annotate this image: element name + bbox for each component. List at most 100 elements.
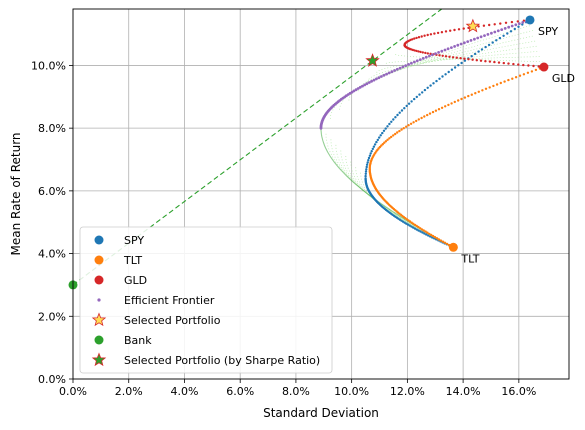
spy-tlt-portfolio-point [480, 48, 484, 51]
cloud-strand-lower [360, 172, 454, 248]
spy-tlt-portfolio-point [365, 163, 369, 166]
tlt-gld-portfolio-point [453, 100, 456, 104]
tlt-gld-portfolio-point [522, 73, 526, 76]
spy-gld-portfolio-point [449, 29, 452, 32]
efficient-frontier-point [418, 58, 422, 61]
spy-gld-portfolio-point [440, 31, 444, 34]
spy-tlt-portfolio-point [421, 91, 424, 94]
spy-tlt-portfolio-point [398, 111, 401, 114]
spy-gld-portfolio-point [479, 59, 483, 62]
spy-gld-portfolio-point [413, 37, 416, 40]
tlt-gld-portfolio-point [503, 80, 506, 83]
spy-tlt-portfolio-point [364, 177, 367, 180]
tlt-gld-portfolio-point [443, 241, 447, 244]
spy-tlt-portfolio-point [509, 30, 513, 33]
sharpe-portfolio-marker [365, 53, 380, 67]
efficient-frontier-point [500, 28, 504, 31]
efficient-frontier-point [443, 48, 447, 52]
spy-gld-portfolio-point [451, 56, 455, 59]
legend-entry-label: Efficient Frontier [124, 294, 215, 307]
spy-gld-portfolio-point [527, 64, 530, 67]
spy-gld-portfolio-point [455, 56, 458, 59]
spy-tlt-portfolio-point [435, 79, 438, 83]
legend-box [79, 226, 333, 374]
efficient-frontier-point [380, 75, 383, 78]
spy-gld-portfolio-point [488, 23, 491, 27]
efficient-frontier-point [453, 45, 456, 48]
spy-gld-portfolio-point [467, 58, 470, 61]
efficient-frontier-point [428, 54, 431, 58]
spy-gld-portfolio-point [420, 35, 423, 38]
spy-tlt-portfolio-point [498, 36, 502, 40]
selected-portfolio-marker [465, 18, 481, 33]
spy-tlt-portfolio-point [368, 154, 372, 157]
legend-entry-label: Selected Portfolio [124, 314, 221, 327]
x-tick-label: 10.0% [334, 385, 369, 398]
efficient-frontier-point [440, 49, 444, 53]
cloud-strand-upper [395, 54, 543, 63]
spy-tlt-portfolio-point [364, 170, 368, 173]
spy-tlt-portfolio-point [369, 152, 372, 155]
spy-gld-portfolio-point [438, 54, 441, 57]
efficient-frontier-point [493, 30, 497, 34]
legend-entry-label: Selected Portfolio (by Sharpe Ratio) [124, 354, 320, 367]
spy-tlt-portfolio-point [513, 27, 516, 31]
tlt-gld-portfolio-point [488, 86, 491, 89]
efficient-frontier-point [367, 81, 371, 84]
tlt-gld-portfolio-point [419, 227, 422, 230]
tlt-gld-portfolio-point [484, 87, 488, 91]
efficient-frontier-point [415, 59, 419, 63]
legend-frontier-swatch [97, 298, 101, 302]
tlt-gld-portfolio-point [405, 125, 408, 128]
plot-frame [72, 8, 570, 380]
spy-tlt-portfolio-point [470, 55, 473, 58]
tlt-gld-portfolio-point [430, 233, 433, 237]
tlt-gld-portfolio-point [470, 93, 473, 96]
tlt-gld-portfolio-point [474, 92, 477, 95]
spy-gld-portfolio-point [537, 65, 540, 68]
x-tick-label: 2.0% [115, 385, 143, 398]
spy-tlt-portfolio-point [423, 232, 426, 235]
spy-gld-portfolio-point [423, 34, 426, 37]
tlt-gld-portfolio-point [428, 112, 432, 115]
efficient-frontier-point [372, 78, 376, 82]
efficient-frontier-point [365, 82, 369, 86]
gld-annotation: GLD [552, 72, 575, 85]
tlt-gld-portfolio-point [410, 221, 413, 224]
efficient-frontier-point [456, 43, 460, 47]
spy-tlt-portfolio-point [506, 32, 509, 35]
spy-gld-portfolio-point [429, 33, 433, 36]
legend-entry-label: TLT [123, 254, 142, 267]
spy-tlt-portfolio-point [370, 150, 373, 153]
tlt-gld-portfolio-point [384, 140, 388, 143]
efficient-frontier-point [483, 34, 486, 37]
spy-tlt-portfolio-point [495, 39, 498, 42]
spy-tlt-portfolio-point [417, 229, 420, 232]
tlt-gld-portfolio-point [534, 68, 538, 72]
spy-tlt-portfolio-point [473, 52, 477, 56]
axes-frame [72, 8, 570, 380]
spy-gld-portfolio-point [502, 61, 505, 65]
tlt-gld-portfolio-point [415, 119, 418, 123]
efficient-frontier-point [434, 52, 437, 55]
spy-tlt-portfolio-point [403, 107, 406, 110]
efficient-frontier-point [421, 57, 425, 60]
spy-tlt-portfolio-point [423, 88, 427, 92]
efficient-frontier-point [437, 51, 440, 54]
y-tick-label: 4.0% [38, 248, 66, 261]
legend-entry-label: Bank [124, 334, 152, 347]
cloud-strand-upper [357, 40, 537, 92]
spy-tlt-portfolio-point [382, 129, 386, 132]
efficient-frontier-point [385, 72, 388, 76]
tlt-gld-portfolio-point [433, 236, 437, 239]
spy-tlt-portfolio-point [463, 59, 467, 62]
spy-tlt-portfolio-point [384, 127, 387, 130]
tlt-gld-portfolio-point [412, 121, 415, 124]
tlt-gld-portfolio-point [407, 124, 410, 127]
y-axis-label: Mean Rate of Return [9, 132, 23, 255]
spy-gld-portfolio-point [459, 57, 462, 60]
efficient-frontier-point [356, 87, 360, 90]
spy-gld-portfolio-point [488, 60, 492, 63]
spy-tlt-portfolio-point [394, 116, 397, 119]
tlt-gld-portfolio-point [422, 229, 425, 232]
